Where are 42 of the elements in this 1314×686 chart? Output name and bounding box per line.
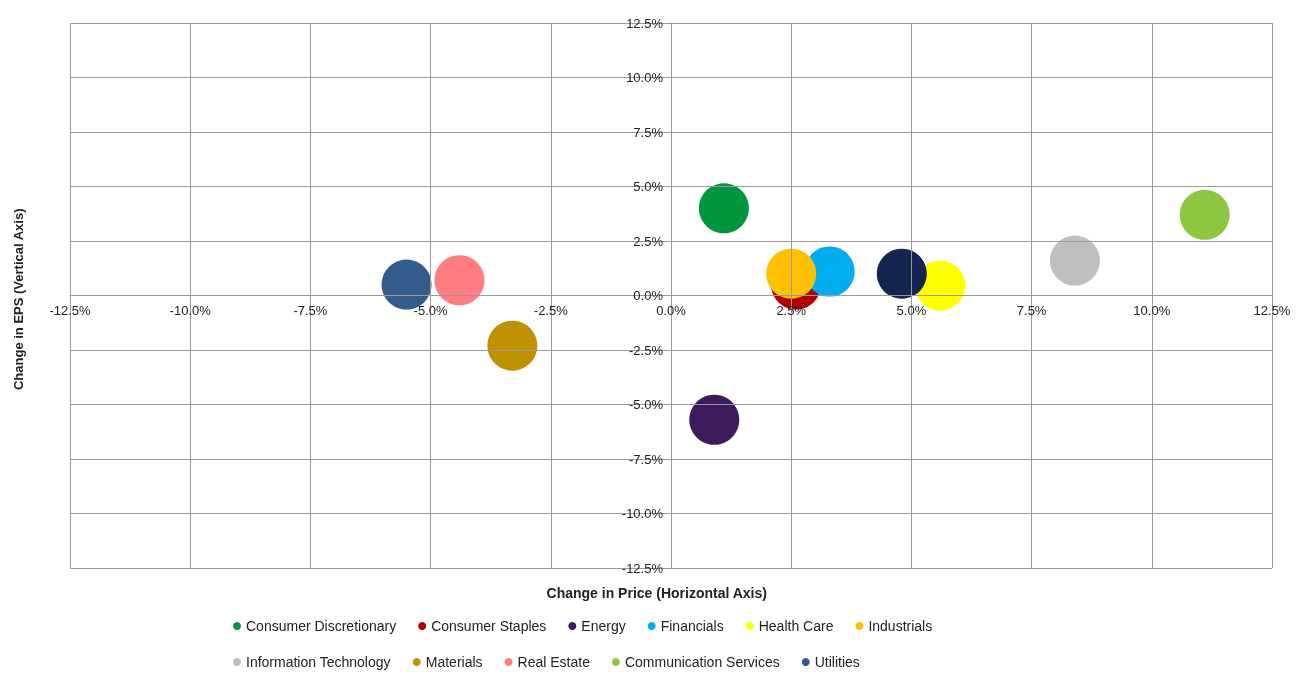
point <box>689 394 740 445</box>
legend-label: Financials <box>660 618 724 634</box>
point <box>766 248 817 299</box>
point <box>698 183 749 234</box>
point <box>876 248 927 299</box>
y-tick-label: 7.5% <box>633 124 664 140</box>
legend-label: Communication Services <box>624 654 780 670</box>
x-tick-label: 10.0% <box>1133 302 1171 318</box>
y-tick-label: -7.5% <box>629 451 664 467</box>
legend-label: Health Care <box>758 618 834 634</box>
legend-label: Materials <box>425 654 483 670</box>
point <box>1049 235 1100 286</box>
x-tick-label: 12.5% <box>1253 302 1291 318</box>
x-tick-label: -2.5% <box>533 302 569 318</box>
legend-label: Real Estate <box>517 654 591 670</box>
legend-label: Consumer Staples <box>431 618 547 634</box>
point <box>1179 189 1230 240</box>
x-tick-label: -7.5% <box>293 302 328 318</box>
legend-label: Industrials <box>868 618 933 634</box>
x-tick-label: -12.5% <box>49 302 92 318</box>
x-axis-title: Change in Price (Horizontal Axis) <box>546 585 767 601</box>
legend-label: Consumer Discretionary <box>246 618 397 634</box>
legend-label: Energy <box>581 618 626 634</box>
legend-label: Utilities <box>814 654 860 670</box>
y-tick-label: -5.0% <box>629 397 664 412</box>
y-tick-label: -10.0% <box>621 506 664 521</box>
y-tick-label: -2.5% <box>629 342 664 358</box>
y-tick-label: 0.0% <box>633 288 664 303</box>
y-tick-label: 10.0% <box>626 70 664 85</box>
y-tick-label: 5.0% <box>633 179 664 194</box>
x-tick-label: 5.0% <box>896 302 927 318</box>
legend-label: Information Technology <box>246 654 391 670</box>
x-tick-label: -5.0% <box>413 302 449 318</box>
y-axis-title: Change in EPS (Vertical Axis) <box>11 208 26 391</box>
point <box>434 255 485 306</box>
point <box>487 320 538 371</box>
y-tick-label: 2.5% <box>633 233 664 249</box>
x-tick-label: 0.0% <box>656 302 687 318</box>
x-tick-label: -10.0% <box>169 302 212 318</box>
y-tick-label: 12.5% <box>626 15 664 31</box>
x-tick-label: 7.5% <box>1016 302 1047 318</box>
y-tick-label: -12.5% <box>621 560 664 576</box>
